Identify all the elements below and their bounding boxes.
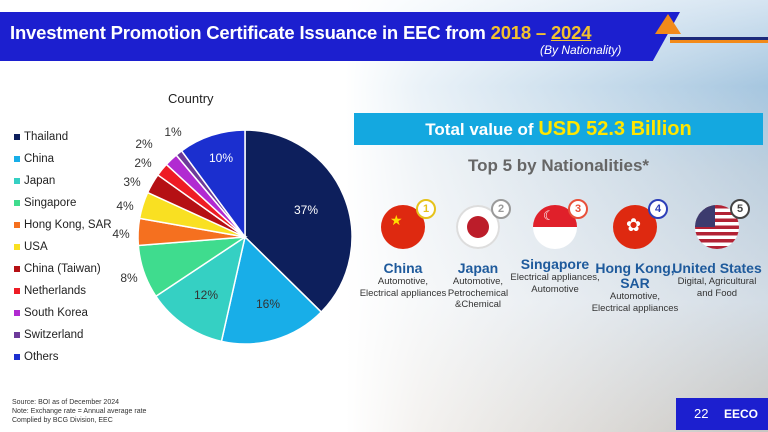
- data-label: 37%: [294, 203, 318, 217]
- page-number: 22: [694, 406, 709, 421]
- data-label: 12%: [194, 288, 218, 302]
- data-label: 1%: [164, 125, 182, 139]
- nationality-name: United States: [672, 260, 762, 276]
- nationality-sectors: Electrical appliances, Automotive: [510, 272, 600, 295]
- legend-swatch: [14, 310, 20, 316]
- legend-label: Singapore: [24, 197, 77, 209]
- legend-label: USA: [24, 241, 48, 253]
- total-value-banner: Total value of USD 52.3 Billion: [354, 113, 763, 145]
- data-label: 4%: [112, 227, 130, 241]
- rank-badge-icon: 5: [730, 199, 750, 219]
- legend-swatch: [14, 200, 20, 206]
- rank-badge-icon: 2: [491, 199, 511, 219]
- nationality-card: ✿ 4 Hong Kong, SAR Automotive, Electrica…: [590, 199, 680, 314]
- legend-label: China: [24, 153, 55, 165]
- legend-label: Japan: [24, 175, 56, 187]
- chart-legend: Thailand China Japan Singapore Hong Kong, SA…: [14, 126, 112, 368]
- legend-swatch: [14, 178, 20, 184]
- nationality-card: ☾ 3 Singapore Electrical appliances, Aut…: [510, 199, 600, 295]
- data-label: 2%: [134, 156, 152, 170]
- source-note: Source: BOI as of December 2024: [12, 399, 119, 406]
- legend-item: Singapore: [14, 192, 112, 214]
- legend-swatch: [14, 332, 20, 338]
- rank-badge-icon: 4: [648, 199, 668, 219]
- nationality-name: Japan: [457, 260, 499, 276]
- legend-label: Hong Kong, SAR: [24, 219, 112, 231]
- rank-badge-icon: 1: [416, 199, 436, 219]
- stripe-decoration: [670, 37, 768, 43]
- nationality-card: 5 United States Digital, Agricultural an…: [672, 199, 762, 299]
- pie-slice-others: [180, 129, 246, 240]
- data-label: 4%: [116, 199, 134, 213]
- exchange-note: Note: Exchange rate = Annual average rat…: [12, 408, 147, 415]
- legend-item: Hong Kong, SAR: [14, 214, 112, 236]
- nationality-name: Singapore: [520, 256, 590, 272]
- nationality-sectors: Automotive, Electrical appliances: [591, 291, 679, 314]
- top5-title: Top 5 by Nationalities*: [467, 156, 650, 175]
- nationality-sectors: Automotive, Electrical appliances: [359, 276, 447, 299]
- rank-badge-icon: 3: [568, 199, 588, 219]
- nationality-card: ★ 1 China Automotive, Electrical applian…: [358, 199, 448, 299]
- nationality-sectors: Automotive, Petrochemical &Chemical: [447, 276, 509, 310]
- nationality-name: China: [383, 260, 423, 276]
- legend-swatch: [14, 244, 20, 250]
- legend-swatch: [14, 134, 20, 140]
- legend-label: South Korea: [24, 307, 88, 319]
- orange-triangle-decoration: [655, 14, 681, 34]
- nationality-card: 2 Japan Automotive, Petrochemical &Chemi…: [433, 199, 523, 311]
- pie-slice-china: [220, 235, 323, 345]
- eeco-logo: EECO: [724, 407, 759, 421]
- page-footer-box: 22 EECO: [676, 398, 768, 430]
- page-title: Investment Promotion Certificate Issuanc…: [10, 22, 592, 43]
- compiled-note: Complied by BCG Division, EEC: [12, 417, 113, 424]
- legend-item: South Korea: [14, 302, 112, 324]
- legend-swatch: [14, 156, 20, 162]
- legend-swatch: [14, 222, 20, 228]
- data-label: 10%: [209, 151, 233, 165]
- page-subtitle: (By Nationality): [540, 43, 622, 57]
- data-label: 8%: [120, 271, 138, 285]
- pie-slice-japan: [154, 235, 247, 343]
- legend-item: Switzerland: [14, 324, 112, 346]
- legend-swatch: [14, 288, 20, 294]
- data-label: 3%: [123, 175, 141, 189]
- legend-label: Thailand: [24, 131, 69, 143]
- legend-item: China (Taiwan): [14, 258, 112, 280]
- legend-label: Others: [24, 351, 59, 363]
- legend-swatch: [14, 354, 20, 360]
- legend-swatch: [14, 266, 20, 272]
- data-label: 16%: [256, 297, 280, 311]
- nationality-name: Hong Kong, SAR: [595, 260, 675, 291]
- legend-item: Thailand: [14, 126, 112, 148]
- legend-item: China: [14, 148, 112, 170]
- legend-item: Netherlands: [14, 280, 112, 302]
- nationality-sectors: Digital, Agricultural and Food: [677, 276, 757, 299]
- legend-item: USA: [14, 236, 112, 258]
- legend-item: Others: [14, 346, 112, 368]
- chart-title: Country: [168, 91, 214, 106]
- legend-label: China (Taiwan): [24, 263, 101, 275]
- footnote: Source: BOI as of December 2024 Note: Ex…: [12, 398, 146, 425]
- legend-label: Netherlands: [24, 285, 87, 297]
- pie-slice-thailand: [244, 129, 353, 314]
- data-label: 2%: [135, 137, 153, 151]
- title-bar: [0, 12, 680, 61]
- legend-item: Japan: [14, 170, 112, 192]
- legend-label: Switzerland: [24, 329, 84, 341]
